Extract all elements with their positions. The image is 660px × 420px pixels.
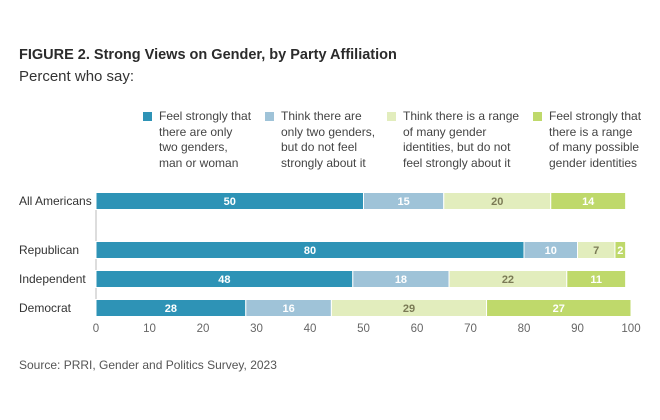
x-tick-label: 0 — [93, 323, 99, 335]
bar-segment — [614, 241, 627, 259]
category-label: All Americans — [19, 194, 92, 208]
data-label: 18 — [395, 274, 407, 286]
legend-label: Feel strongly that there is a range of m… — [549, 109, 642, 170]
category-label: Independent — [19, 272, 86, 286]
legend-swatch — [533, 112, 542, 121]
chart-subtitle: Percent who say: — [19, 68, 135, 85]
legend-label: Feel strongly that there are only two ge… — [159, 109, 252, 170]
legend-label: Think there are only two genders, but do… — [281, 109, 376, 170]
data-label: 50 — [224, 196, 236, 208]
data-label: 29 — [403, 303, 415, 315]
data-label: 20 — [491, 196, 503, 208]
legend-label: Think there is a range of many gender id… — [403, 109, 520, 170]
data-label: 28 — [165, 303, 177, 315]
bar-segment — [550, 192, 627, 210]
legend-swatch — [387, 112, 396, 121]
source-note: Source: PRRI, Gender and Politics Survey… — [19, 358, 277, 372]
x-tick-label: 70 — [464, 323, 477, 335]
data-label: 80 — [304, 245, 316, 257]
data-label: 27 — [553, 303, 565, 315]
category-label: Democrat — [19, 301, 72, 315]
x-tick-label: 60 — [411, 323, 424, 335]
x-tick-label: 100 — [621, 323, 640, 335]
data-label: 10 — [545, 245, 557, 257]
x-tick-label: 30 — [250, 323, 263, 335]
data-label: 15 — [398, 196, 410, 208]
data-label: 48 — [218, 274, 230, 286]
chart-title: FIGURE 2. Strong Views on Gender, by Par… — [19, 47, 397, 63]
bar-segment — [486, 299, 632, 317]
data-label: 2 — [617, 245, 623, 257]
data-label: 11 — [590, 274, 602, 286]
x-tick-label: 50 — [357, 323, 370, 335]
data-label: 22 — [502, 274, 514, 286]
bar-segment — [566, 270, 627, 288]
data-label: 14 — [582, 196, 595, 208]
data-label: 16 — [282, 303, 294, 315]
x-tick-label: 20 — [197, 323, 210, 335]
x-tick-label: 80 — [518, 323, 531, 335]
x-tick-label: 40 — [304, 323, 317, 335]
x-tick-label: 10 — [143, 323, 156, 335]
category-label: Republican — [19, 243, 79, 257]
legend-swatch — [143, 112, 152, 121]
legend-swatch — [265, 112, 274, 121]
data-label: 7 — [593, 245, 599, 257]
x-tick-label: 90 — [571, 323, 584, 335]
